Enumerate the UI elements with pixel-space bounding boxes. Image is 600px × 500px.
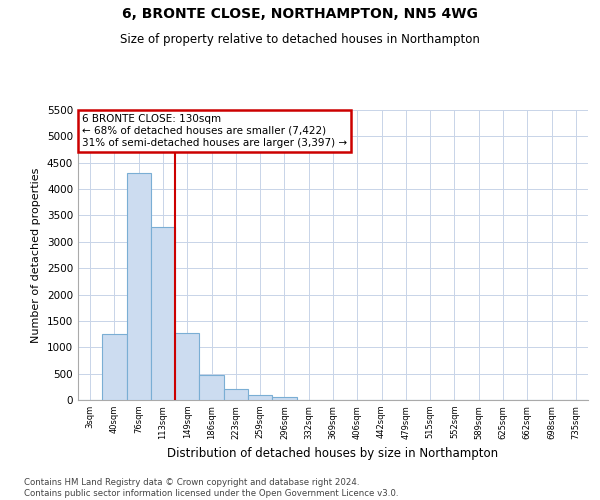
Bar	[224, 389, 248, 400]
Y-axis label: Number of detached properties: Number of detached properties	[31, 168, 41, 342]
X-axis label: Distribution of detached houses by size in Northampton: Distribution of detached houses by size …	[167, 447, 499, 460]
Bar	[102, 334, 127, 400]
Text: Size of property relative to detached houses in Northampton: Size of property relative to detached ho…	[120, 32, 480, 46]
Text: 6 BRONTE CLOSE: 130sqm
← 68% of detached houses are smaller (7,422)
31% of semi-: 6 BRONTE CLOSE: 130sqm ← 68% of detached…	[82, 114, 347, 148]
Bar	[175, 333, 199, 400]
Text: 6, BRONTE CLOSE, NORTHAMPTON, NN5 4WG: 6, BRONTE CLOSE, NORTHAMPTON, NN5 4WG	[122, 8, 478, 22]
Text: Contains HM Land Registry data © Crown copyright and database right 2024.
Contai: Contains HM Land Registry data © Crown c…	[24, 478, 398, 498]
Bar	[272, 396, 296, 400]
Bar	[151, 227, 175, 400]
Bar	[248, 395, 272, 400]
Bar	[199, 375, 224, 400]
Bar	[127, 174, 151, 400]
